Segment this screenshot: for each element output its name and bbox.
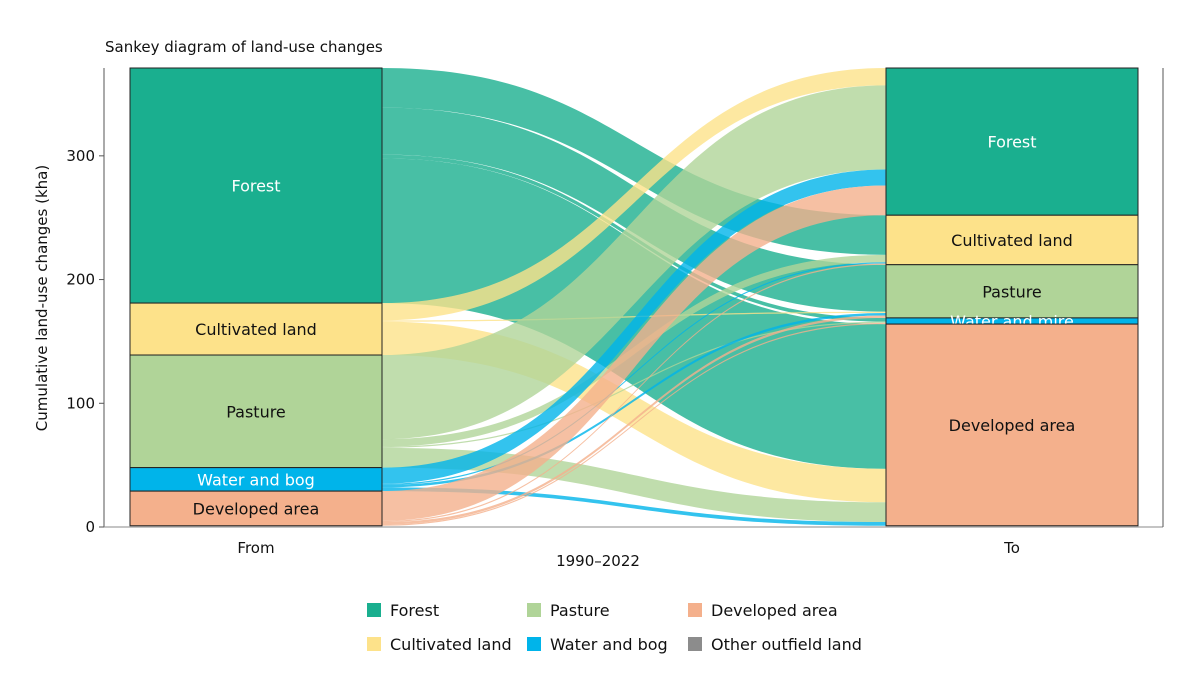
node-from-label-cultivated-land: Cultivated land <box>195 320 317 339</box>
node-from-label-water-and-bog: Water and bog <box>197 470 315 489</box>
flow-developed-area-to-pasture <box>382 315 886 525</box>
node-from-pasture <box>129 354 383 469</box>
node-from-label-pasture: Pasture <box>226 402 286 421</box>
legend-swatch-water-and-bog <box>527 637 541 651</box>
node-to-label-forest: Forest <box>987 133 1036 152</box>
legend-label-water-and-bog: Water and bog <box>550 635 668 654</box>
flow-water-and-bog-to-cultivated-land <box>382 262 886 485</box>
legend-label-pasture: Pasture <box>550 601 610 620</box>
y-tick-label: 100 <box>66 394 95 412</box>
flow-forest-to-pasture <box>382 107 886 312</box>
flow-water-and-bog-to-developed-area <box>382 487 886 526</box>
flow-pasture-to-water-and-bog <box>382 321 886 448</box>
x-axis-label: 1990–2022 <box>556 552 640 570</box>
legend-label-other-outfield-land: Other outfield land <box>711 635 862 654</box>
node-to-cultivated-land <box>885 214 1139 266</box>
flow-pasture-to-forest <box>382 85 886 440</box>
node-from-developed-area <box>129 490 383 527</box>
flow-developed-area-to-water-and-bog <box>382 322 886 526</box>
node-to-pasture <box>885 264 1139 319</box>
node-to-forest <box>885 67 1139 216</box>
node-from-label-developed-area: Developed area <box>193 499 320 518</box>
flow-water-and-bog-to-forest <box>382 169 886 484</box>
flow-developed-area-to-cultivated-land <box>382 263 886 523</box>
node-to-developed-area <box>885 323 1139 527</box>
node-from-cultivated-land <box>129 302 383 356</box>
legend-swatch-cultivated-land <box>367 637 381 651</box>
chart-title: Sankey diagram of land-use changes <box>105 38 383 56</box>
flow-cultivated-land-to-forest <box>382 68 886 321</box>
node-to-label-developed-area: Developed area <box>949 416 1076 435</box>
legend-label-forest: Forest <box>390 601 439 620</box>
flow-developed-area-to-forest <box>382 185 886 521</box>
flow-cultivated-land-to-pasture <box>382 311 886 322</box>
legend-label-cultivated-land: Cultivated land <box>390 635 512 654</box>
flow-water-and-bog-to-pasture <box>382 312 886 488</box>
node-to-label-pasture: Pasture <box>982 282 1042 301</box>
node-from-forest <box>129 67 383 304</box>
x-tick-from: From <box>237 539 274 557</box>
legend-swatch-pasture <box>527 603 541 617</box>
node-to-label-cultivated-land: Cultivated land <box>951 231 1073 250</box>
legend-swatch-other-outfield-land <box>688 637 702 651</box>
legend-label-developed-area: Developed area <box>711 601 838 620</box>
legend-swatch-forest <box>367 603 381 617</box>
flow-forest-to-developed-area <box>382 158 886 469</box>
y-axis-label: Cumulative land-use changes (kha) <box>33 165 51 431</box>
y-tick-label: 0 <box>85 518 95 536</box>
legend-swatch-developed-area <box>688 603 702 617</box>
node-from-label-forest: Forest <box>231 177 280 196</box>
y-tick-label: 300 <box>66 147 95 165</box>
y-tick-label: 200 <box>66 271 95 289</box>
x-tick-to: To <box>1003 539 1020 557</box>
